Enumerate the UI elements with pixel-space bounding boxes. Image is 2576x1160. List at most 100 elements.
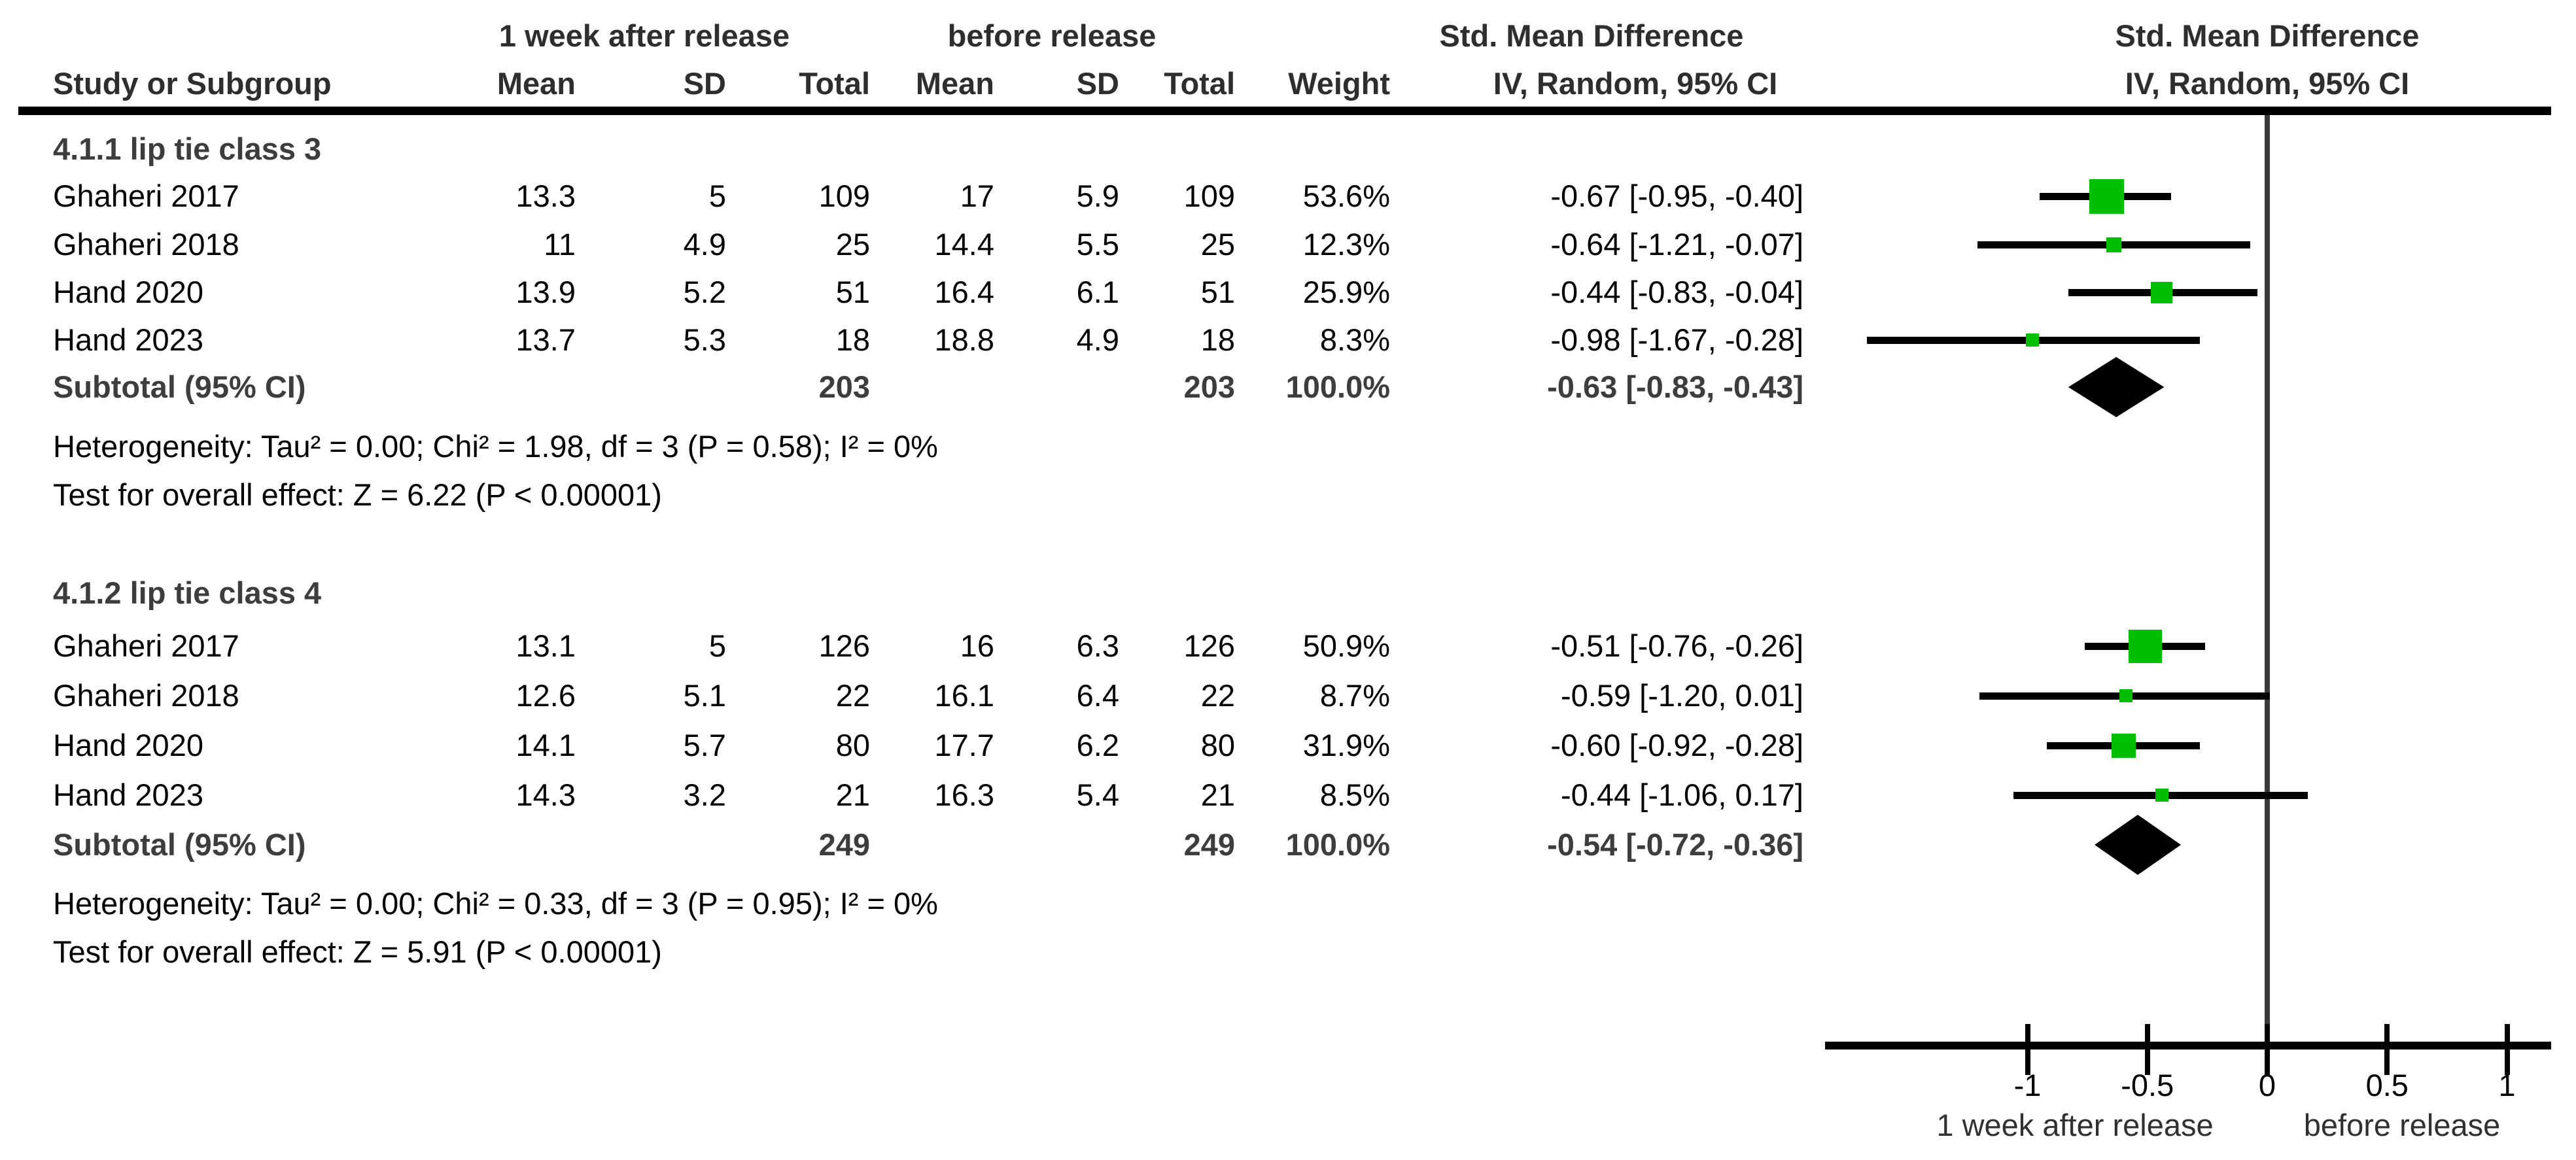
total1-cell: 18 — [835, 322, 870, 357]
overall-effect-text: Test for overall effect: Z = 5.91 (P < 0… — [53, 934, 662, 969]
heterogeneity-text: Heterogeneity: Tau² = 0.00; Chi² = 0.33,… — [53, 886, 938, 921]
subgroup-heading: 4.1.1 lip tie class 3 — [53, 131, 322, 166]
effect-square — [2106, 237, 2121, 252]
sd2-cell: 6.4 — [1076, 678, 1119, 713]
total2-cell: 22 — [1200, 678, 1235, 713]
study-label: Ghaheri 2018 — [53, 678, 239, 713]
subtotal-total1: 249 — [818, 827, 870, 862]
study-label: Ghaheri 2017 — [53, 179, 239, 213]
total2-cell: 21 — [1200, 777, 1235, 812]
col-header-iv-text: IV, Random, 95% CI — [1493, 66, 1778, 101]
weight-cell: 8.5% — [1319, 777, 1390, 812]
subtotal-weight: 100.0% — [1285, 369, 1390, 404]
ci-text-cell: -0.59 [-1.20, 0.01] — [1560, 678, 1803, 713]
mean1-cell: 13.9 — [515, 275, 576, 309]
sd1-cell: 5 — [708, 628, 726, 663]
axis-tick — [2025, 1024, 2030, 1075]
mean1-cell: 13.3 — [515, 179, 576, 213]
total2-cell: 51 — [1200, 275, 1235, 309]
sd1-cell: 4.9 — [683, 227, 726, 262]
mean2-cell: 16.4 — [934, 275, 994, 309]
mean2-cell: 17.7 — [934, 728, 994, 762]
axis-tick — [2265, 1024, 2270, 1075]
mean1-cell: 11 — [544, 227, 576, 262]
total1-cell: 51 — [835, 275, 870, 309]
subtotal-total2: 203 — [1183, 369, 1235, 404]
mean1-cell: 12.6 — [515, 678, 576, 713]
col-header-weight: Weight — [1288, 66, 1390, 101]
weight-cell: 50.9% — [1302, 628, 1390, 663]
total2-cell: 18 — [1200, 322, 1235, 357]
col-header-mean2: Mean — [915, 66, 994, 101]
subtotal-diamond — [2095, 815, 2182, 875]
subgroup-heading: 4.1.2 lip tie class 4 — [53, 575, 322, 610]
ci-text-cell: -0.44 [-0.83, -0.04] — [1550, 275, 1803, 309]
subtotal-label: Subtotal (95% CI) — [53, 369, 306, 404]
mean2-cell: 17 — [960, 179, 994, 213]
study-label: Hand 2020 — [53, 728, 203, 762]
heterogeneity-text: Heterogeneity: Tau² = 0.00; Chi² = 1.98,… — [53, 429, 938, 464]
subtotal-total2: 249 — [1183, 827, 1235, 862]
sd1-cell: 3.2 — [683, 777, 726, 812]
sd1-cell: 5.1 — [683, 678, 726, 713]
mean2-cell: 16.3 — [934, 777, 994, 812]
axis-tick — [2144, 1024, 2150, 1075]
axis-tick-label: 0.5 — [2365, 1068, 2409, 1102]
axis-tick-label: -0.5 — [2121, 1068, 2174, 1102]
study-label: Ghaheri 2018 — [53, 227, 239, 262]
weight-cell: 25.9% — [1302, 275, 1390, 309]
sd1-cell: 5.7 — [683, 728, 726, 762]
x-axis-line — [1825, 1042, 2551, 1049]
col-header-iv-graph: IV, Random, 95% CI — [2125, 66, 2410, 101]
weight-cell: 8.7% — [1319, 678, 1390, 713]
effect-square — [2119, 689, 2132, 702]
sd2-cell: 5.4 — [1076, 777, 1119, 812]
effect-square — [2155, 789, 2168, 802]
sd2-cell: 4.9 — [1076, 322, 1119, 357]
subtotal-label: Subtotal (95% CI) — [53, 827, 306, 862]
header-rule — [18, 107, 2551, 115]
ci-text-cell: -0.51 [-0.76, -0.26] — [1550, 628, 1803, 663]
sd2-cell: 5.5 — [1076, 227, 1119, 262]
smd-text-header: Std. Mean Difference — [1439, 18, 1744, 53]
ci-text-cell: -0.64 [-1.21, -0.07] — [1550, 227, 1803, 262]
effect-square — [2111, 733, 2136, 758]
subtotal-total1: 203 — [818, 369, 870, 404]
total1-cell: 80 — [835, 728, 870, 762]
weight-cell: 31.9% — [1302, 728, 1390, 762]
sd1-cell: 5 — [708, 179, 726, 213]
axis-right-label: before release — [2303, 1108, 2501, 1142]
mean1-cell: 14.3 — [515, 777, 576, 812]
axis-tick-label: -1 — [2013, 1068, 2042, 1102]
effect-square — [2128, 629, 2162, 663]
study-label: Ghaheri 2017 — [53, 628, 239, 663]
effect-square — [2151, 281, 2173, 303]
ci-text-cell: -0.67 [-0.95, -0.40] — [1550, 179, 1803, 213]
ci-text-cell: -0.60 [-0.92, -0.28] — [1550, 728, 1803, 762]
col-header-sd2: SD — [1076, 66, 1119, 101]
smd-graph-header: Std. Mean Difference — [2115, 18, 2420, 53]
zero-reference-line — [2265, 115, 2270, 1049]
subtotal-ci-text: -0.63 [-0.83, -0.43] — [1547, 369, 1803, 404]
ci-text-cell: -0.44 [-1.06, 0.17] — [1560, 777, 1803, 812]
study-label: Hand 2020 — [53, 275, 203, 309]
total1-cell: 126 — [818, 628, 870, 663]
mean2-cell: 14.4 — [934, 227, 994, 262]
sd1-cell: 5.3 — [683, 322, 726, 357]
axis-tick — [2384, 1024, 2390, 1075]
col-header-mean1: Mean — [496, 66, 576, 101]
effect-square — [2025, 333, 2039, 347]
study-label: Hand 2023 — [53, 322, 203, 357]
axis-tick-label: 0 — [2258, 1068, 2276, 1102]
col-header-total2: Total — [1164, 66, 1235, 101]
col-header-study: Study or Subgroup — [53, 66, 332, 101]
mean1-cell: 13.7 — [515, 322, 576, 357]
ci-text-cell: -0.98 [-1.67, -0.28] — [1550, 322, 1803, 357]
mean2-cell: 18.8 — [934, 322, 994, 357]
total1-cell: 109 — [818, 179, 870, 213]
subtotal-weight: 100.0% — [1285, 827, 1390, 862]
group2-header: before release — [947, 18, 1157, 53]
col-header-total1: Total — [799, 66, 870, 101]
subtotal-diamond — [2068, 357, 2165, 417]
